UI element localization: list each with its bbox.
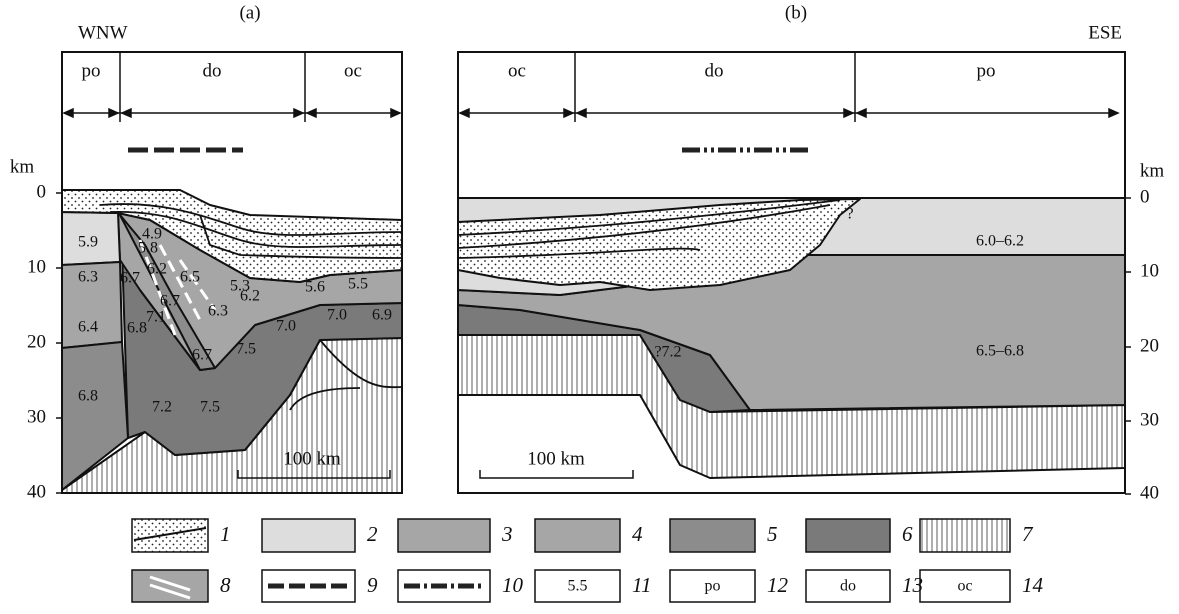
velocity: 6.7 xyxy=(160,293,180,310)
panel-label: (a) xyxy=(239,2,260,23)
legend-number: 7 xyxy=(1022,522,1034,546)
legend-sample: po xyxy=(705,578,721,595)
zone-label: po xyxy=(82,60,101,81)
zone-label: oc xyxy=(344,60,362,81)
section-b xyxy=(458,52,1125,493)
velocity: ? xyxy=(846,206,853,223)
legend-number: 5 xyxy=(767,522,778,546)
zone-label: oc xyxy=(508,60,526,81)
velocity: 7.1 xyxy=(146,309,166,326)
section-a xyxy=(62,52,402,493)
legend-number: 12 xyxy=(767,573,789,597)
legend-number: 4 xyxy=(632,522,643,546)
depth-unit: km xyxy=(1140,160,1165,181)
legend-sample: do xyxy=(840,578,856,595)
legend-number: 6 xyxy=(902,522,913,546)
velocity: 6.8 xyxy=(78,388,98,405)
scale-bar-label: 100 km xyxy=(527,448,585,469)
velocity: 6.2 xyxy=(147,261,167,278)
legend-number: 2 xyxy=(367,522,378,546)
figure: (a)WNWpodoockm010203040100 km5.96.36.46.… xyxy=(0,0,1179,609)
velocity: 6.7 xyxy=(120,270,140,287)
legend-number: 13 xyxy=(902,573,923,597)
depth-tick: 20 xyxy=(1140,335,1159,356)
depth-tick: 30 xyxy=(27,406,46,427)
depth-tick: 0 xyxy=(37,181,47,202)
legend-number: 11 xyxy=(632,573,651,597)
velocity: 6.5–6.8 xyxy=(976,343,1024,360)
velocity: 7.0 xyxy=(276,318,296,335)
velocity: 7.2 xyxy=(152,399,172,416)
zone-label: do xyxy=(203,60,222,81)
velocity: 6.9 xyxy=(372,307,392,324)
velocity: 6.2 xyxy=(240,288,260,305)
depth-unit: km xyxy=(10,156,35,177)
depth-tick: 40 xyxy=(1140,482,1159,503)
depth-tick: 40 xyxy=(27,481,46,502)
legend-number: 3 xyxy=(501,522,513,546)
depth-tick: 0 xyxy=(1140,186,1150,207)
velocity: 6.7 xyxy=(192,347,212,364)
velocity: 6.5 xyxy=(180,269,200,286)
depth-tick: 20 xyxy=(27,331,46,352)
zone-label: po xyxy=(977,60,996,81)
depth-tick: 10 xyxy=(1140,260,1159,281)
velocity: 5.9 xyxy=(78,234,98,251)
velocity: 5.5 xyxy=(348,276,368,293)
scale-bar-label: 100 km xyxy=(283,448,341,469)
velocity: 6.3 xyxy=(208,303,228,320)
velocity: ?7.2 xyxy=(654,344,681,361)
depth-tick: 30 xyxy=(1140,409,1159,430)
zone-label: do xyxy=(705,60,724,81)
legend-sample: 5.5 xyxy=(568,578,588,595)
velocity: 6.0–6.2 xyxy=(976,233,1024,250)
legend-number: 14 xyxy=(1022,573,1044,597)
panel-label: (b) xyxy=(785,2,807,23)
legend-sample: oc xyxy=(957,578,972,595)
direction: ESE xyxy=(1088,22,1122,43)
direction: WNW xyxy=(78,22,128,43)
velocity: 6.4 xyxy=(78,319,98,336)
legend-number: 8 xyxy=(220,573,231,597)
legend-number: 1 xyxy=(220,522,231,546)
legend-number: 9 xyxy=(367,573,378,597)
velocity: 6.8 xyxy=(127,320,147,337)
depth-tick: 10 xyxy=(27,256,46,277)
velocity: 7.5 xyxy=(200,399,220,416)
velocity: 7.5 xyxy=(236,341,256,358)
velocity: 5.6 xyxy=(305,279,325,296)
legend-number: 10 xyxy=(502,573,524,597)
velocity: 7.0 xyxy=(327,307,347,324)
velocity: 6.3 xyxy=(78,269,98,286)
velocity: 5.8 xyxy=(138,240,158,257)
